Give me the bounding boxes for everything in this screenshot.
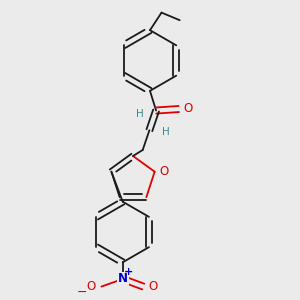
Text: N: N [118, 272, 128, 286]
Text: H: H [136, 109, 143, 118]
Text: O: O [87, 280, 96, 293]
Text: H: H [162, 127, 170, 137]
Text: O: O [159, 165, 168, 178]
Text: O: O [149, 280, 158, 293]
Text: −: − [76, 286, 87, 298]
Text: O: O [183, 102, 193, 115]
Text: +: + [124, 267, 134, 277]
